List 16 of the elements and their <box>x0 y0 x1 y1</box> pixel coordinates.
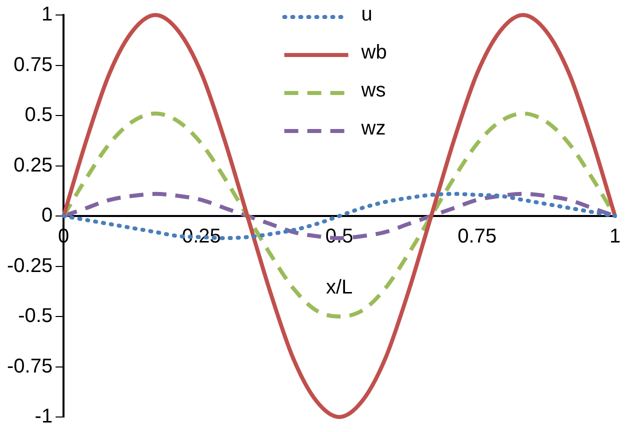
y-tick-label: -0.75 <box>6 355 53 378</box>
legend-label: ws <box>360 80 386 102</box>
legend-label: wz <box>360 118 386 140</box>
y-tick-label: 0.5 <box>24 104 53 126</box>
x-axis-title: x/L <box>326 276 353 299</box>
legend-label: u <box>361 4 372 26</box>
y-tick-label: 0 <box>41 204 53 227</box>
y-tick-label: -1 <box>34 406 53 428</box>
x-tick-label: 1 <box>609 226 621 248</box>
y-tick-label: 0.75 <box>14 54 53 76</box>
legend-label: wb <box>360 42 387 64</box>
y-tick-label: -0.25 <box>6 254 53 277</box>
y-tick-label: 0.25 <box>14 154 53 176</box>
y-tick-label: -0.5 <box>18 305 53 328</box>
x-tick-label: 0.75 <box>458 226 497 248</box>
y-tick-label: 1 <box>41 4 53 26</box>
